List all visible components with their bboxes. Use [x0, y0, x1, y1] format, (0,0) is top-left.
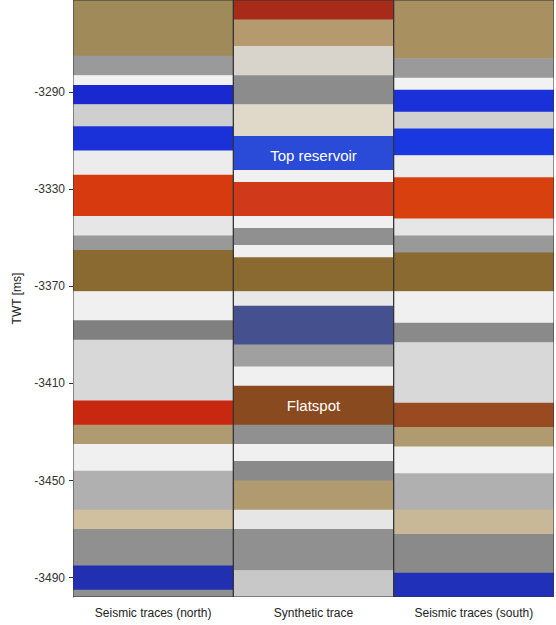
- svg-text:Seismic traces (south): Seismic traces (south): [414, 606, 533, 620]
- svg-text:-3330: -3330: [34, 182, 65, 196]
- svg-text:-3370: -3370: [34, 279, 65, 293]
- svg-text:-3290: -3290: [34, 85, 65, 99]
- svg-text:-3410: -3410: [34, 376, 65, 390]
- svg-text:TWT [ms]: TWT [ms]: [10, 273, 24, 325]
- svg-text:Synthetic trace: Synthetic trace: [274, 606, 354, 620]
- svg-text:Seismic traces (north): Seismic traces (north): [95, 606, 212, 620]
- svg-text:Top reservoir: Top reservoir: [270, 147, 357, 164]
- svg-text:-3450: -3450: [34, 474, 65, 488]
- svg-text:Flatspot: Flatspot: [287, 397, 341, 414]
- svg-text:-3490: -3490: [34, 571, 65, 585]
